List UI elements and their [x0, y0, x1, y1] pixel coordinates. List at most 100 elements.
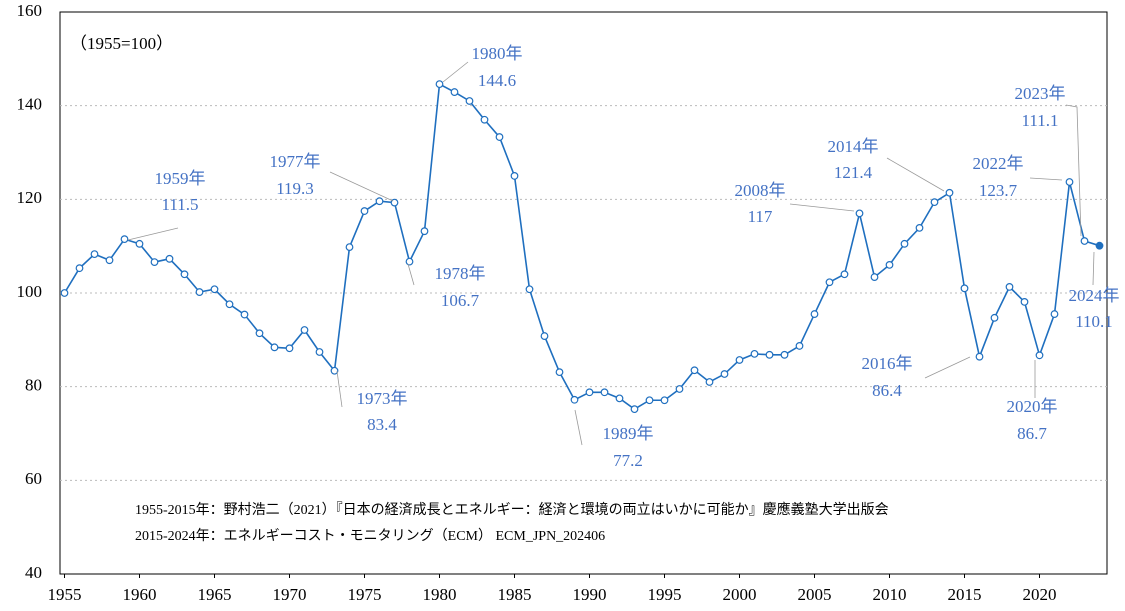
point	[135, 239, 144, 248]
point	[420, 227, 429, 236]
point	[825, 278, 834, 287]
annotation-value: 144.6	[478, 71, 516, 90]
point	[240, 310, 249, 319]
point	[105, 256, 114, 265]
point	[495, 133, 504, 141]
y-tick-label: 40	[25, 563, 42, 582]
leader-line	[1065, 104, 1082, 237]
source-note: 1955-2015年：野村浩二（2021）『日本の経済成長とエネルギー：経済と環…	[135, 501, 889, 518]
point	[720, 370, 729, 378]
annotation-value: 77.2	[613, 451, 643, 470]
point	[270, 343, 279, 352]
point	[360, 207, 369, 215]
point	[885, 261, 894, 269]
point	[795, 342, 804, 350]
x-tick-label: 1960	[123, 585, 157, 604]
point	[960, 284, 969, 293]
point	[990, 313, 999, 322]
point	[1065, 178, 1074, 186]
point	[330, 366, 339, 375]
point	[255, 329, 264, 338]
annotation-year: 1978年	[435, 264, 486, 283]
point	[165, 254, 174, 263]
point	[285, 344, 294, 353]
x-tick-label: 1975	[348, 585, 382, 604]
point	[780, 350, 789, 359]
point	[465, 97, 474, 105]
annotation-value: 121.4	[834, 163, 873, 182]
point	[870, 273, 879, 281]
point	[675, 385, 684, 393]
y-tick-label: 160	[17, 1, 43, 20]
point	[855, 209, 864, 218]
point	[705, 378, 714, 386]
point	[180, 270, 189, 279]
x-tick-label: 1980	[423, 585, 457, 604]
annotation-value: 83.4	[367, 415, 397, 434]
y-tick-label: 60	[25, 469, 42, 488]
point	[690, 366, 699, 375]
annotation-value: 111.1	[1022, 111, 1059, 130]
x-tick-label: 2010	[873, 585, 907, 604]
point	[1020, 297, 1029, 306]
leader-line	[442, 61, 469, 83]
annotation-year: 2022年	[973, 154, 1024, 173]
x-tick-label: 1995	[648, 585, 682, 604]
point	[540, 332, 549, 340]
annotation-value: 86.4	[872, 381, 902, 400]
point	[90, 250, 99, 259]
point	[750, 349, 759, 358]
annotation-value: 117	[748, 207, 773, 226]
x-tick-label: 1955	[48, 585, 82, 604]
point	[300, 326, 309, 334]
point	[1095, 241, 1104, 250]
point	[60, 289, 69, 297]
leader-line	[789, 203, 855, 212]
source-note: 2015-2024年：エネルギーコスト・モニタリング（ECM） ECM_JPN_…	[135, 528, 605, 544]
leader-line	[407, 263, 415, 286]
point	[345, 243, 354, 252]
x-tick-label: 2020	[1023, 585, 1057, 604]
x-tick-label: 2005	[798, 585, 832, 604]
point	[1005, 283, 1014, 291]
annotation-value: 119.3	[276, 179, 314, 198]
point	[510, 172, 519, 180]
point	[645, 396, 654, 405]
point	[405, 257, 414, 266]
annotation-value: 123.7	[979, 181, 1018, 200]
point	[660, 396, 669, 405]
point	[570, 395, 579, 404]
annotation-year: 2016年	[862, 354, 913, 373]
x-tick-label: 1970	[273, 585, 307, 604]
point	[1080, 237, 1089, 245]
point	[555, 368, 564, 377]
point	[195, 288, 204, 296]
leader-line	[329, 171, 394, 202]
point	[765, 350, 774, 359]
point	[810, 310, 819, 318]
x-tick-label: 1990	[573, 585, 607, 604]
point	[615, 394, 624, 403]
annotation-year: 1989年	[603, 424, 654, 443]
point	[525, 285, 534, 294]
point	[1050, 310, 1059, 318]
point	[480, 115, 489, 124]
point	[735, 356, 744, 364]
point	[630, 405, 639, 414]
leader-line	[886, 157, 945, 192]
point	[900, 239, 909, 248]
point	[75, 264, 84, 273]
annotation-value: 110.1	[1075, 312, 1113, 331]
point	[600, 388, 609, 397]
leader-line	[127, 227, 179, 241]
annotation-year: 2008年	[735, 181, 786, 200]
point	[945, 188, 954, 197]
annotation-year: 1977年	[270, 152, 321, 171]
annotation-value: 111.5	[162, 195, 199, 214]
x-tick-label: 2015	[948, 585, 982, 604]
subtitle: （1955=100）	[70, 34, 173, 53]
point	[375, 197, 384, 206]
point	[930, 198, 939, 207]
point	[150, 258, 159, 266]
annotation-year: 2024年	[1069, 286, 1120, 305]
